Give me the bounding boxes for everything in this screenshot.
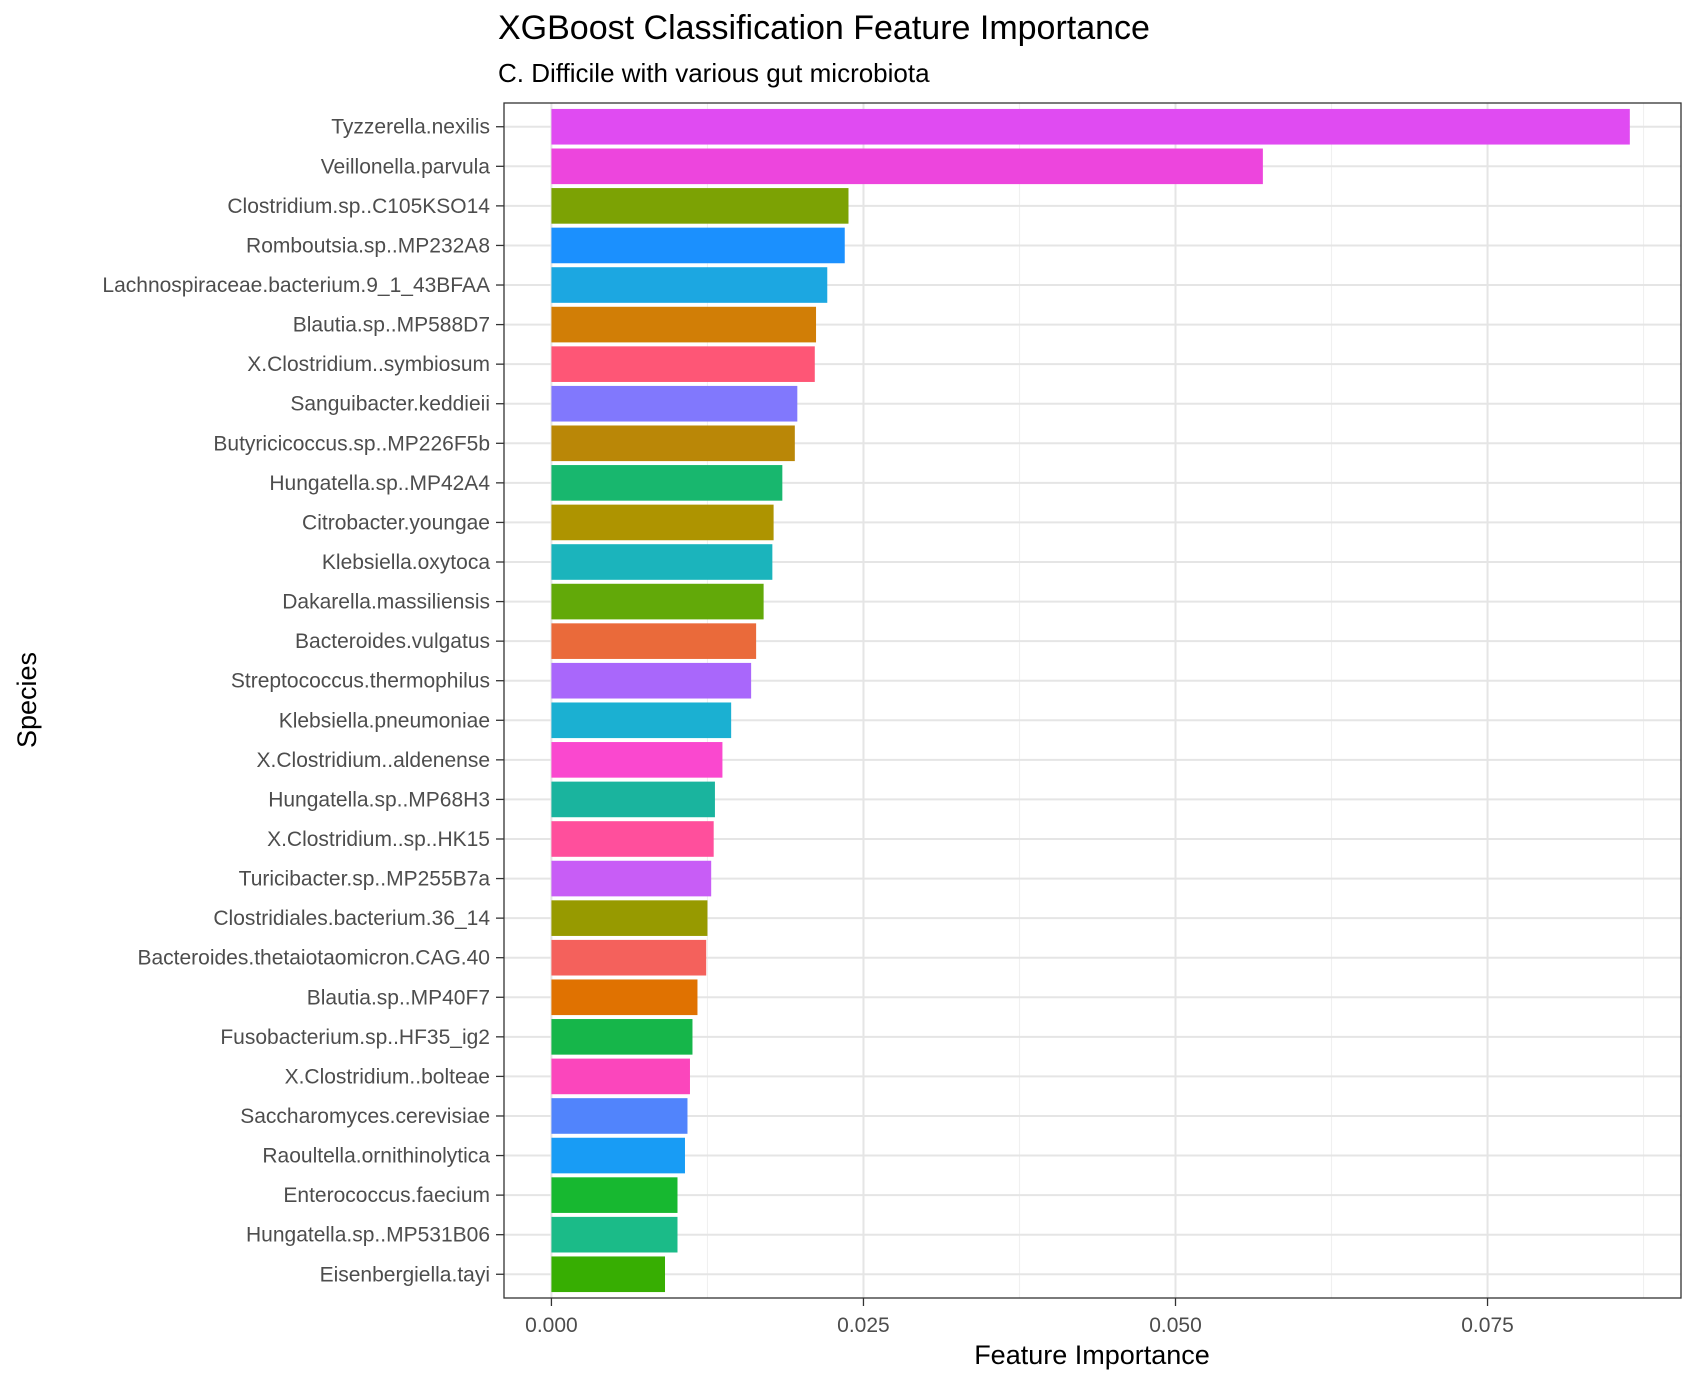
bar xyxy=(551,702,732,739)
x-tick-label: 0.025 xyxy=(837,1314,890,1337)
bar xyxy=(551,425,795,462)
y-tick-label: Hungatella.sp..MP42A4 xyxy=(269,472,490,495)
y-tick-label: Blautia.sp..MP40F7 xyxy=(307,986,490,1009)
x-tick-label: 0.000 xyxy=(525,1314,578,1337)
y-tick-label: Lachnospiraceae.bacterium.9_1_43BFAA xyxy=(102,274,490,297)
bar xyxy=(551,742,723,778)
y-axis-title: Species xyxy=(12,652,42,748)
panel-border xyxy=(503,102,1682,1299)
y-tick-label: Saccharomyces.cerevisiae xyxy=(240,1105,490,1128)
bar xyxy=(551,148,1263,185)
y-tick-label: Citrobacter.youngae xyxy=(302,511,490,534)
bar xyxy=(551,1098,688,1134)
y-tick-label: Veillonella.parvula xyxy=(321,155,491,178)
y-tick-label: X.Clostridium..bolteae xyxy=(285,1065,490,1088)
y-tick-label: Eisenbergiella.tayi xyxy=(320,1263,490,1286)
y-tick-label: Tyzzerella.nexilis xyxy=(331,116,490,139)
y-tick-label: Streptococcus.thermophilus xyxy=(231,670,490,693)
bar xyxy=(551,1177,678,1213)
bar xyxy=(551,662,752,699)
y-tick-label: Hungatella.sp..MP531B06 xyxy=(246,1224,490,1247)
x-tick-label: 0.075 xyxy=(1461,1314,1514,1337)
bar xyxy=(551,227,845,264)
bar xyxy=(551,1216,678,1253)
y-tick-label: Fusobacterium.sp..HF35_ig2 xyxy=(220,1026,490,1049)
bar xyxy=(551,1137,685,1174)
y-tick-label: Turicibacter.sp..MP255B7a xyxy=(239,868,491,891)
bar xyxy=(551,346,815,382)
y-tick-label: X.Clostridium..aldenense xyxy=(257,749,490,772)
bar xyxy=(551,821,714,857)
bar xyxy=(551,504,774,541)
bar xyxy=(551,108,1630,145)
y-tick-label: Klebsiella.oxytoca xyxy=(322,551,490,574)
y-tick-label: Bacteroides.vulgatus xyxy=(295,630,490,653)
y-tick-label: Clostridiales.bacterium.36_14 xyxy=(213,907,490,930)
y-tick-label: Sanguibacter.keddieii xyxy=(290,393,490,416)
y-tick-label: Romboutsia.sp..MP232A8 xyxy=(246,234,490,257)
y-tick-label: Blautia.sp..MP588D7 xyxy=(293,314,490,337)
x-axis-title: Feature Importance xyxy=(974,1340,1210,1370)
bar xyxy=(551,1256,666,1293)
y-tick-label: X.Clostridium..sp..HK15 xyxy=(267,828,490,851)
bar xyxy=(551,544,773,580)
y-tick-label: Raoultella.ornithinolytica xyxy=(262,1145,490,1168)
chart-title: XGBoost Classification Feature Importanc… xyxy=(498,9,1150,47)
bar xyxy=(551,1058,690,1095)
x-axis: 0.000 0.025 0.050 0.075 xyxy=(525,1298,1514,1337)
bar xyxy=(551,939,707,976)
y-tick-label: Hungatella.sp..MP68H3 xyxy=(268,788,490,811)
bar xyxy=(551,385,798,422)
y-tick-label: Enterococcus.faecium xyxy=(283,1184,490,1207)
y-tick-label: Clostridium.sp..C105KSO14 xyxy=(227,195,490,218)
chart-subtitle: C. Difficile with various gut microbiota xyxy=(498,58,930,88)
y-tick-label: X.Clostridium..symbiosum xyxy=(247,353,490,376)
bar xyxy=(551,465,783,501)
bars-group xyxy=(551,108,1630,1293)
bar xyxy=(551,188,849,224)
x-tick-label: 0.050 xyxy=(1149,1314,1202,1337)
y-tick-label: Klebsiella.pneumoniae xyxy=(279,709,490,732)
bar xyxy=(551,623,757,659)
y-axis: Tyzzerella.nexilis Veillonella.parvula Clo… xyxy=(102,116,504,1286)
y-tick-label: Butyricicoccus.sp..MP226F5b xyxy=(213,432,490,455)
y-tick-label: Dakarella.massiliensis xyxy=(282,591,490,614)
bar xyxy=(551,979,698,1016)
bar xyxy=(551,267,828,303)
bar xyxy=(551,1019,693,1055)
bar xyxy=(551,306,817,343)
bar xyxy=(551,900,708,936)
y-tick-label: Bacteroides.thetaiotaomicron.CAG.40 xyxy=(137,947,490,970)
bar xyxy=(551,781,715,818)
bar xyxy=(551,583,764,620)
bar xyxy=(551,860,712,897)
